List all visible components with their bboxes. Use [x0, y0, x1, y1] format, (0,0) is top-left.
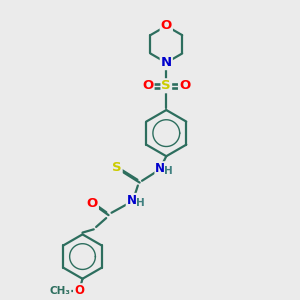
Text: N: N — [161, 56, 172, 69]
Text: H: H — [164, 166, 173, 176]
Text: S: S — [112, 161, 122, 174]
Text: O: O — [179, 79, 190, 92]
Text: O: O — [142, 79, 154, 92]
Text: O: O — [161, 20, 172, 32]
Text: S: S — [161, 79, 171, 92]
Text: O: O — [74, 284, 84, 297]
Text: N: N — [127, 194, 136, 207]
Text: O: O — [87, 197, 98, 210]
Text: H: H — [136, 198, 144, 208]
Text: N: N — [155, 162, 165, 175]
Text: CH₃: CH₃ — [50, 286, 71, 296]
